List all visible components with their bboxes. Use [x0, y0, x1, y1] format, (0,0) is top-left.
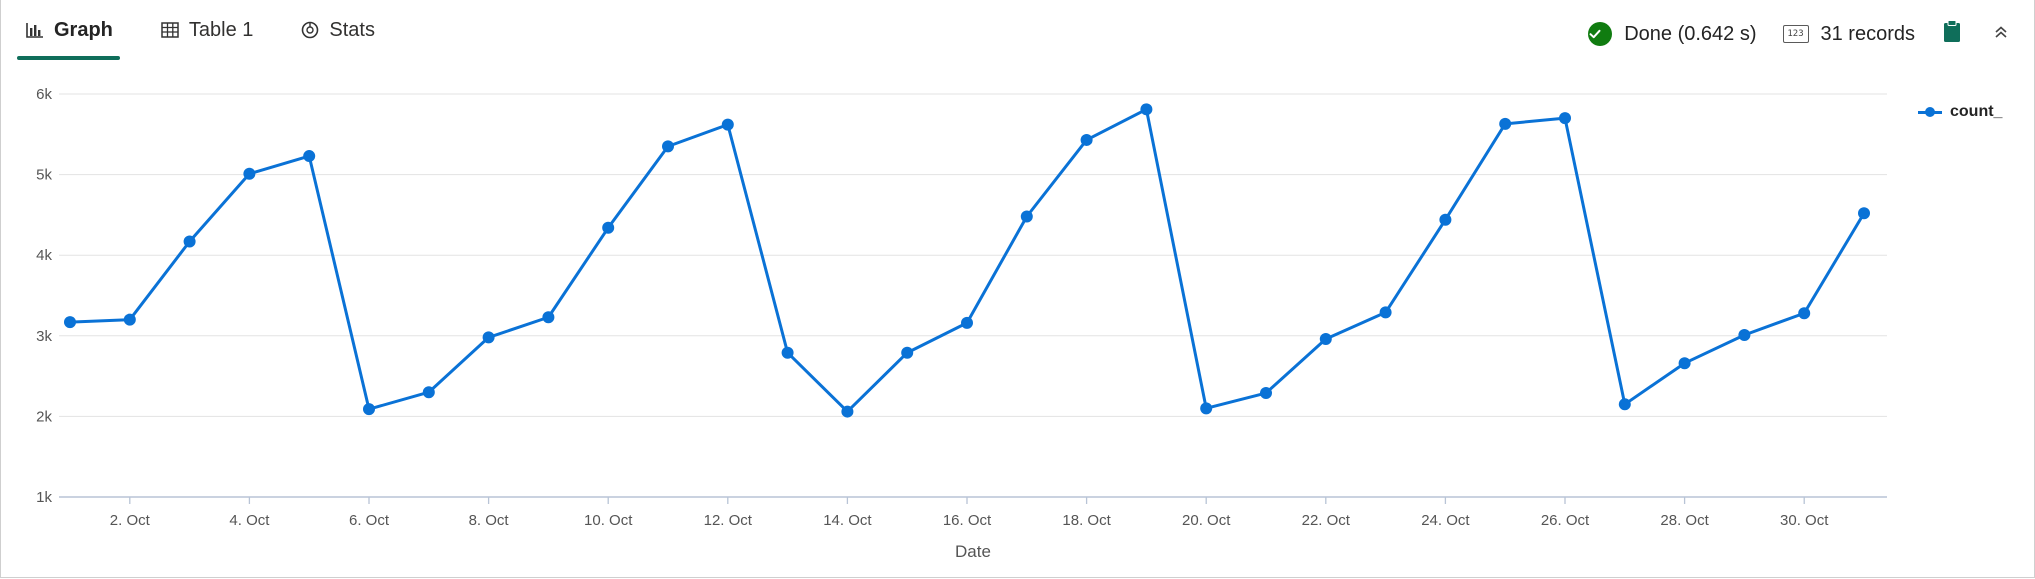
data-point[interactable]	[542, 311, 555, 324]
x-axis-title: Date	[955, 542, 991, 561]
x-tick-label: 16. Oct	[943, 512, 992, 529]
tab-table-1[interactable]: Table 1	[149, 0, 264, 60]
data-point[interactable]	[1260, 387, 1272, 400]
data-point[interactable]	[1858, 207, 1870, 220]
data-point[interactable]	[721, 118, 734, 131]
data-point[interactable]	[303, 150, 316, 163]
data-point[interactable]	[1618, 398, 1631, 411]
x-tick-label: 10. Oct	[584, 512, 633, 529]
data-point[interactable]	[662, 140, 674, 153]
data-point[interactable]	[1678, 357, 1691, 370]
y-tick-label: 3k	[36, 328, 52, 345]
y-tick-label: 4k	[36, 247, 52, 264]
legend-line-marker	[1918, 106, 1942, 118]
data-point[interactable]	[1200, 402, 1213, 415]
x-tick-label: 26. Oct	[1541, 512, 1590, 529]
data-point[interactable]	[961, 316, 973, 329]
data-point[interactable]	[1798, 307, 1811, 320]
data-point[interactable]	[183, 235, 196, 248]
data-point[interactable]	[64, 316, 76, 329]
x-tick-label: 8. Oct	[469, 512, 510, 529]
data-point[interactable]	[1080, 133, 1093, 146]
records-icon: 123	[1782, 25, 1809, 43]
query-status: Done (0.642 s)	[1588, 22, 1757, 46]
data-point[interactable]	[123, 313, 136, 326]
data-point[interactable]	[363, 403, 375, 416]
data-point[interactable]	[1379, 306, 1392, 319]
x-tick-label: 4. Oct	[229, 512, 270, 529]
tab-graph[interactable]: Graph	[14, 0, 123, 60]
data-point[interactable]	[1499, 117, 1512, 130]
series-count	[64, 103, 1870, 418]
query-status-text: Done (0.642 s)	[1624, 22, 1757, 45]
tab-stats[interactable]: Stats	[289, 0, 385, 60]
data-point[interactable]	[1738, 328, 1751, 341]
data-point[interactable]	[1140, 103, 1153, 116]
series-line	[69, 107, 1866, 414]
data-point[interactable]	[1020, 210, 1033, 223]
data-point[interactable]	[1319, 333, 1332, 346]
x-tick-label: 14. Oct	[823, 512, 872, 529]
chevron-up-icon	[1993, 23, 2019, 46]
record-count: 123 31 records	[1782, 22, 1916, 46]
y-tick-label: 5k	[36, 167, 52, 184]
data-point[interactable]	[841, 405, 854, 418]
x-tick-label: 12. Oct	[704, 512, 753, 529]
y-tick-label: 1k	[36, 489, 52, 506]
y-axis: 1k 2k 3k 4k 5k 6k	[36, 86, 52, 506]
tab-table-1-label: Table 1	[188, 18, 254, 41]
chart-gridlines	[59, 93, 1887, 498]
x-tick-label: 6. Oct	[349, 512, 390, 529]
record-count-text: 31 records	[1820, 22, 1916, 45]
data-point[interactable]	[482, 331, 495, 344]
data-point[interactable]	[781, 346, 794, 359]
stats-icon	[299, 19, 321, 41]
x-tick-label: 28. Oct	[1660, 512, 1709, 529]
data-point[interactable]	[901, 346, 914, 359]
collapse-panel-button[interactable]	[1993, 23, 2019, 46]
x-tick-label: 22. Oct	[1302, 512, 1351, 529]
line-chart: 1k 2k 3k 4k 5k 6k 2. Oct 4. Oct 6. Oct 8. Oct 10.…	[36, 86, 1887, 561]
x-tick-label: 24. Oct	[1421, 512, 1470, 529]
y-tick-label: 2k	[36, 408, 52, 425]
x-tick-label: 18. Oct	[1062, 512, 1111, 529]
data-point[interactable]	[243, 167, 256, 180]
tab-stats-label: Stats	[329, 18, 375, 41]
bar-chart-icon	[24, 19, 46, 41]
check-circle-icon	[1588, 22, 1613, 46]
x-tick-label: 20. Oct	[1182, 512, 1231, 529]
x-tick-label: 30. Oct	[1780, 512, 1829, 529]
data-point[interactable]	[602, 221, 615, 234]
data-point[interactable]	[422, 386, 435, 399]
legend-series-label: count_	[1950, 103, 2003, 120]
result-tabs: Graph Table 1 Stats	[14, 0, 411, 62]
query-status-bar: Done (0.642 s) 123 31 records	[1562, 16, 2019, 52]
chart-legend[interactable]: count_	[1918, 103, 2002, 121]
x-axis: 2. Oct 4. Oct 6. Oct 8. Oct 10. Oct 12. Oct 14…	[110, 497, 1829, 529]
table-icon	[159, 19, 181, 41]
x-tick-label: 2. Oct	[110, 512, 151, 529]
copy-results-button[interactable]	[1941, 19, 1973, 49]
data-point[interactable]	[1559, 112, 1571, 125]
tab-graph-label: Graph	[54, 18, 113, 41]
data-point[interactable]	[1439, 213, 1452, 226]
y-tick-label: 6k	[36, 86, 52, 103]
clipboard-icon	[1941, 19, 1973, 49]
